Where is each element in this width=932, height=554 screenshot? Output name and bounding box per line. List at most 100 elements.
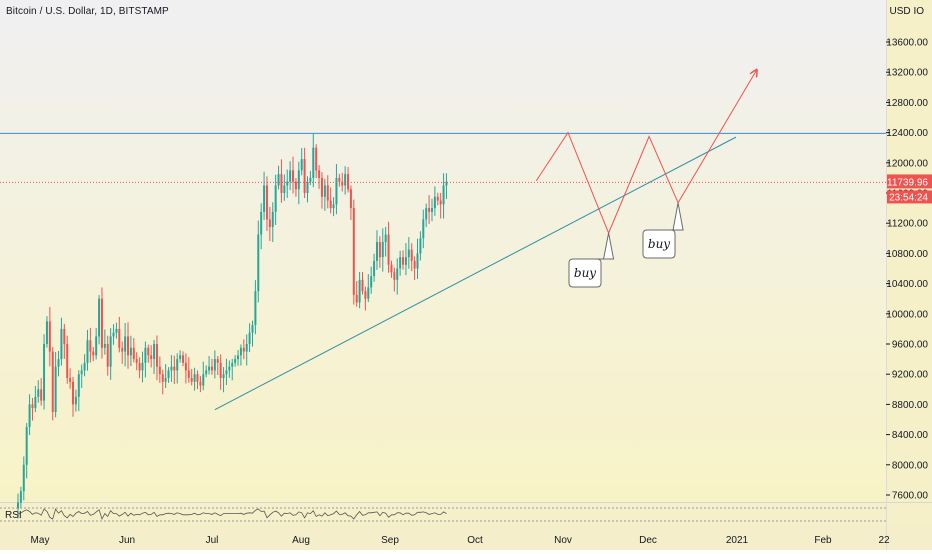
buy-callout-box: [568, 232, 615, 288]
price-tick-label: 12800.00: [886, 98, 928, 109]
candle-body: [72, 381, 75, 405]
price-tick-label: 11200.00: [887, 219, 928, 230]
price-tick-label: 9600.00: [892, 340, 929, 351]
drawings-group: [0, 71, 886, 411]
projection-path: [535, 71, 756, 235]
candle-body: [234, 359, 237, 363]
candle-body: [225, 370, 228, 375]
candle-body: [251, 325, 254, 333]
time-tick-label: 22: [878, 535, 890, 546]
price-tick-label: 7600.00: [892, 491, 929, 502]
candle-body: [216, 359, 219, 363]
candle-body: [309, 177, 312, 182]
candle-body: [335, 177, 338, 205]
candle-body: [381, 242, 384, 258]
candle-body: [184, 362, 187, 371]
candle-body: [132, 347, 135, 360]
candle-body: [277, 174, 280, 186]
candle-body: [387, 234, 390, 265]
candle-body: [138, 362, 141, 371]
candle-body: [205, 370, 208, 375]
time-axis[interactable]: May Jun Jul Aug Sep Oct Nov Dec 2021 Feb 22: [31, 535, 890, 546]
buy-annotation[interactable]: buy: [568, 232, 615, 288]
candle-body: [19, 491, 22, 503]
current-price-tag: [887, 174, 932, 189]
candle-body: [294, 181, 297, 190]
candle-body: [265, 185, 268, 220]
candle-body: [127, 336, 130, 356]
candle-body: [341, 181, 344, 186]
candle-body: [57, 359, 60, 367]
candle-body: [425, 208, 428, 220]
time-tick-label: Feb: [814, 535, 832, 546]
price-tick-label: 8000.00: [892, 460, 929, 471]
price-axis[interactable]: 13600.00 13200.00 12800.00 12400.00 12000.00…: [886, 38, 932, 502]
candle-body: [364, 291, 367, 299]
candle-body: [147, 347, 150, 356]
candle-body: [176, 359, 179, 371]
candle-body: [390, 264, 393, 273]
candle-body: [393, 272, 396, 280]
price-tick-label: 10400.00: [886, 279, 928, 290]
current-price-tag-label: 11739.96: [887, 177, 928, 188]
time-tick-label: Oct: [467, 535, 483, 546]
candle-body: [315, 147, 318, 171]
candle-body: [445, 181, 448, 186]
time-tick-label: May: [31, 535, 50, 546]
candle-body: [283, 185, 286, 193]
candle-body: [109, 336, 112, 367]
candle-body: [228, 366, 231, 371]
candle-body: [199, 381, 202, 386]
candle-body: [286, 181, 289, 186]
time-tick-label: 2021: [726, 535, 749, 546]
candle-body: [260, 211, 263, 235]
candle-body: [361, 279, 364, 292]
candle-body: [416, 253, 419, 269]
candle-body: [231, 362, 234, 367]
price-tick-label: 8400.00: [892, 430, 929, 441]
price-tick-label: 12000.00: [886, 158, 928, 169]
candle-body: [179, 355, 182, 360]
candles-group: [17, 133, 448, 519]
candle-body: [69, 377, 72, 382]
candle-body: [121, 347, 124, 352]
candle-body: [182, 355, 185, 363]
price-tick-label: 10800.00: [886, 249, 928, 260]
candle-body: [219, 362, 222, 378]
candle-body: [352, 208, 355, 295]
time-tick-label: Sep: [381, 535, 399, 546]
candle-body: [210, 366, 213, 371]
candle-body: [300, 159, 303, 171]
candle-body: [158, 366, 161, 375]
candle-body: [222, 374, 225, 378]
candle-body: [86, 340, 89, 363]
candle-body: [22, 464, 25, 492]
candle-body: [170, 366, 173, 371]
candle-body: [167, 370, 170, 378]
candle-body: [318, 170, 321, 178]
price-axis-background: [886, 0, 932, 526]
candle-body: [289, 170, 292, 182]
candle-body: [98, 298, 101, 337]
annotations-group: buy buy: [568, 202, 684, 288]
candle-body: [45, 321, 48, 344]
buy-annotation[interactable]: buy: [642, 202, 684, 259]
candle-body: [439, 200, 442, 205]
candle-body: [326, 185, 329, 201]
rsi-label: RSI: [5, 510, 22, 521]
rsi-group: RSI: [0, 507, 886, 522]
candle-body: [213, 359, 216, 371]
buy-callout-box: [642, 202, 684, 259]
candle-body: [237, 355, 240, 360]
candle-body: [129, 347, 132, 356]
candle-body: [150, 355, 153, 360]
price-tick-label: 10000.00: [886, 309, 928, 320]
currency-label[interactable]: USD IO: [890, 6, 924, 17]
candle-body: [74, 396, 77, 405]
candle-body: [80, 370, 83, 375]
candle-body: [396, 268, 399, 280]
candle-body: [254, 291, 257, 326]
candle-body: [17, 502, 19, 509]
candle-body: [100, 298, 103, 348]
